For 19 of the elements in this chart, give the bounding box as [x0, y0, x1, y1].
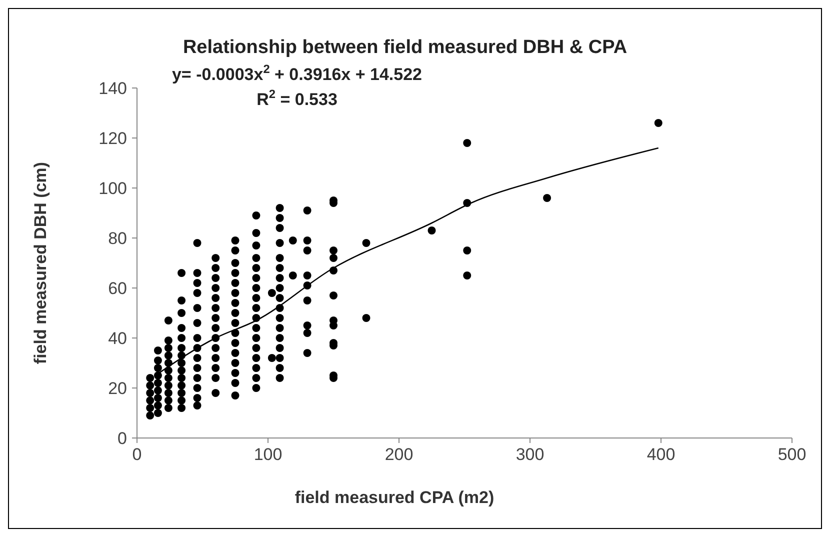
x-tick-label: 100 — [254, 445, 282, 464]
y-tick-label: 40 — [108, 329, 127, 348]
x-tick-label: 500 — [778, 445, 806, 464]
chart-title: Relationship between field measured DBH & CPA — [182, 37, 628, 58]
y-tick-label: 0 — [118, 429, 127, 448]
x-tick-label: 200 — [384, 445, 414, 464]
annotation: R$^{2}$ = 0.533 — [256, 87, 338, 109]
y-tick-label: 20 — [108, 379, 127, 398]
y-axis-title: field measured DBH (cm) — [31, 162, 50, 364]
x-tick-label: 0 — [132, 445, 142, 464]
x-axis-title: field measured CPA (m2) — [294, 488, 494, 507]
y-tick-label: 60 — [108, 279, 127, 298]
y-tick-label: 80 — [108, 229, 127, 248]
x-tick-label: 300 — [516, 445, 544, 464]
x-tick-label: 400 — [646, 445, 676, 464]
y-tick-label: 120 — [98, 129, 127, 148]
y-tick-label: 100 — [98, 179, 127, 198]
text: y= -0.0003x$^{2}$ + 0.3916x + 14.522 — [172, 62, 422, 84]
y-tick-label: 140 — [98, 79, 127, 98]
